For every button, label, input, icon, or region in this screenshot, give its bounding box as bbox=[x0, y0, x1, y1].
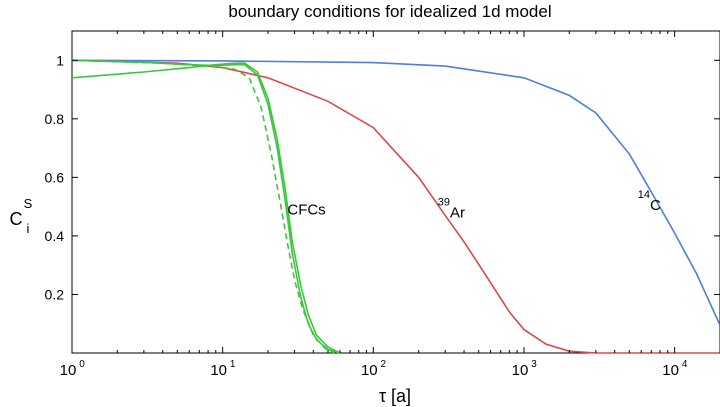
x-tick-label-2: 10 bbox=[361, 362, 378, 379]
svg-text:i: i bbox=[27, 221, 30, 236]
x-tick-label-exp-0: 0 bbox=[79, 359, 85, 370]
x-tick-label-0: 10 bbox=[60, 362, 77, 379]
x-tick-label-exp-4: 4 bbox=[682, 359, 688, 370]
label-ar39-sup: 39 bbox=[438, 196, 450, 208]
series-layer bbox=[71, 59, 720, 354]
x-tick-label-4: 10 bbox=[662, 362, 679, 379]
svg-text:C: C bbox=[10, 209, 23, 229]
label-cfc-text: CFCs bbox=[287, 202, 325, 219]
x-axis-label: τ [a] bbox=[379, 386, 411, 406]
series-ar39 bbox=[71, 59, 720, 354]
plot-border bbox=[71, 30, 720, 354]
x-tick-label-exp-1: 1 bbox=[230, 359, 236, 370]
y-tick-label-3: 0.8 bbox=[45, 111, 65, 127]
label-ar39-text: Ar bbox=[450, 204, 465, 221]
y-axis-label: C S i bbox=[10, 196, 33, 236]
x-tick-label-1: 10 bbox=[210, 362, 227, 379]
series-c14 bbox=[71, 59, 720, 326]
label-c14-text: C bbox=[650, 197, 661, 214]
y-tick-label-2: 0.6 bbox=[45, 169, 65, 185]
label-cfc: CFCs bbox=[287, 202, 325, 219]
y-tick-label-4: 1 bbox=[56, 52, 64, 68]
axis-ticks: 10 0 10 1 10 2 10 3 10 40.20.40.60.81 bbox=[45, 31, 720, 379]
x-tick-label-3: 10 bbox=[512, 362, 529, 379]
x-tick-label-exp-2: 2 bbox=[381, 359, 387, 370]
svg-text:S: S bbox=[24, 196, 33, 211]
y-tick-label-1: 0.4 bbox=[45, 228, 65, 244]
series-cfc_dash bbox=[71, 59, 335, 354]
plot-area bbox=[71, 30, 720, 354]
label-c14-sup: 14 bbox=[638, 189, 650, 201]
y-tick-label-0: 0.2 bbox=[45, 286, 65, 302]
label-c14: 14C bbox=[638, 189, 661, 214]
x-tick-label-exp-3: 3 bbox=[531, 359, 537, 370]
chart-title: boundary conditions for idealized 1d mod… bbox=[228, 2, 551, 21]
